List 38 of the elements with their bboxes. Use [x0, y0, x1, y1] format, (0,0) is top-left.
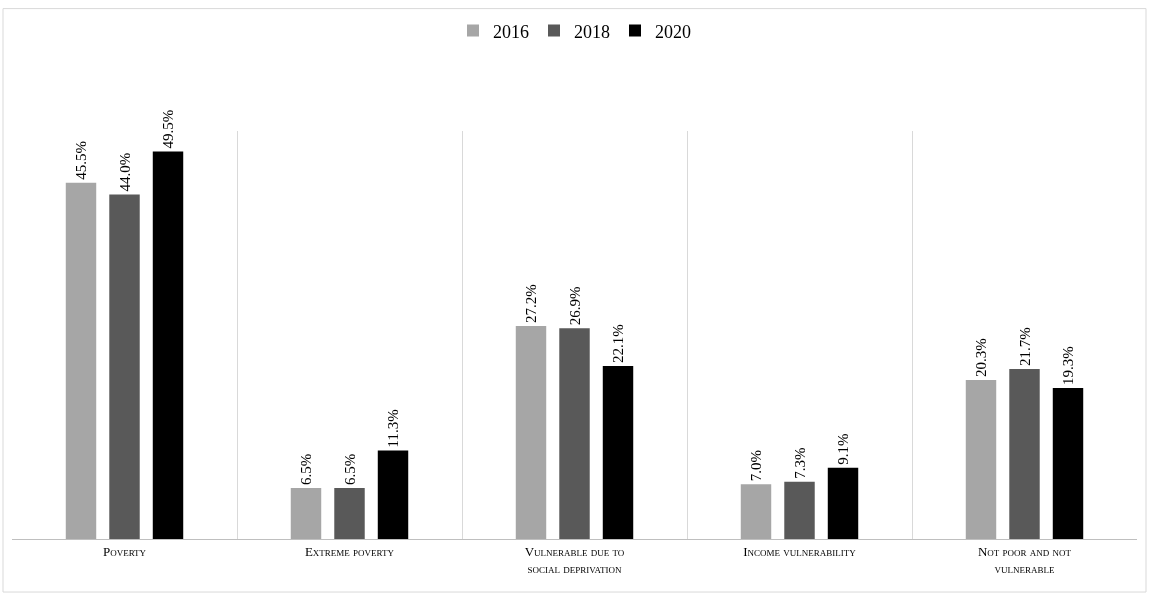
data-label: 27.2%	[523, 284, 539, 324]
x-tick-label: Vulnerable due to social deprivation	[524, 543, 625, 576]
bar	[334, 488, 365, 539]
data-label: 45.5%	[73, 140, 89, 180]
bar	[152, 151, 184, 539]
x-tick-label: Not poor and not vulnerable	[977, 543, 1072, 576]
x-tick-label: Income vulnerability	[743, 543, 857, 559]
data-label: 7.3%	[791, 447, 808, 479]
data-label: 19.3%	[1060, 346, 1076, 385]
data-label: 49.5%	[160, 109, 177, 149]
data-label: 21.7%	[1016, 327, 1033, 367]
data-label: 44.0%	[116, 152, 133, 192]
bar	[515, 326, 547, 539]
bar	[65, 182, 97, 539]
x-tick-label: Poverty	[102, 543, 147, 559]
data-label: 7.0%	[748, 449, 765, 482]
bar	[377, 450, 409, 539]
data-label: 22.1%	[610, 324, 627, 363]
data-label: 26.9%	[566, 286, 583, 326]
data-label: 9.1%	[835, 433, 852, 465]
bar	[784, 481, 815, 539]
data-label: 6.5%	[298, 453, 314, 486]
legend-label: 2018	[574, 21, 610, 42]
data-label: 11.3%	[385, 409, 402, 448]
bar	[109, 194, 140, 539]
data-label: 20.3%	[973, 338, 990, 378]
bar	[740, 484, 772, 539]
bar	[827, 467, 859, 539]
bar	[602, 365, 634, 539]
legend-label: 2020	[655, 21, 691, 42]
bar	[1009, 369, 1040, 539]
bar	[1052, 387, 1084, 539]
bar	[559, 328, 590, 539]
data-label: 6.5%	[341, 453, 358, 486]
bar	[290, 488, 322, 539]
bar	[965, 380, 997, 539]
legend-label: 2016	[493, 21, 529, 42]
x-tick-label: Extreme poverty	[304, 543, 395, 559]
